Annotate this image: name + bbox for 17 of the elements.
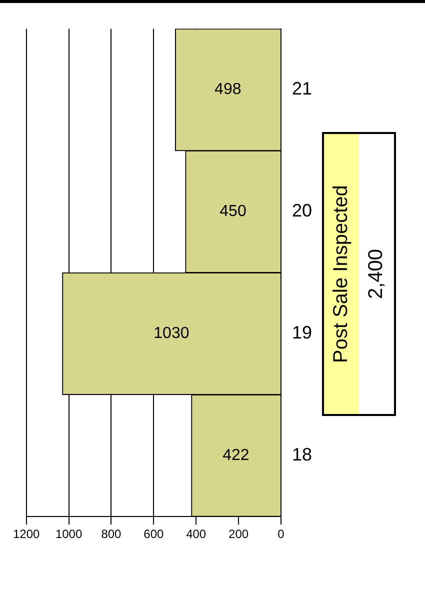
x-tick-label: 600: [144, 527, 164, 542]
data-label: 422: [222, 447, 250, 464]
data-label: 450: [220, 203, 246, 220]
x-tick-label: 1200: [12, 527, 40, 542]
x-tick-label: 800: [101, 527, 122, 542]
x-tick-label: 200: [228, 527, 249, 542]
x-tick-label: 1000: [55, 527, 82, 542]
y-tick-label: 20: [292, 200, 312, 221]
data-label: 498: [214, 81, 242, 98]
y-tick-label: 19: [292, 322, 312, 343]
x-tick-label: 400: [186, 527, 206, 542]
text: 2,400: [364, 248, 388, 302]
y-tick-label: 21: [292, 78, 312, 99]
data-label: 1030: [154, 325, 190, 342]
y-tick-label: 18: [292, 444, 312, 465]
x-tick-label: 0: [278, 527, 285, 542]
text: Post Sale Inspected: [324, 134, 359, 414]
